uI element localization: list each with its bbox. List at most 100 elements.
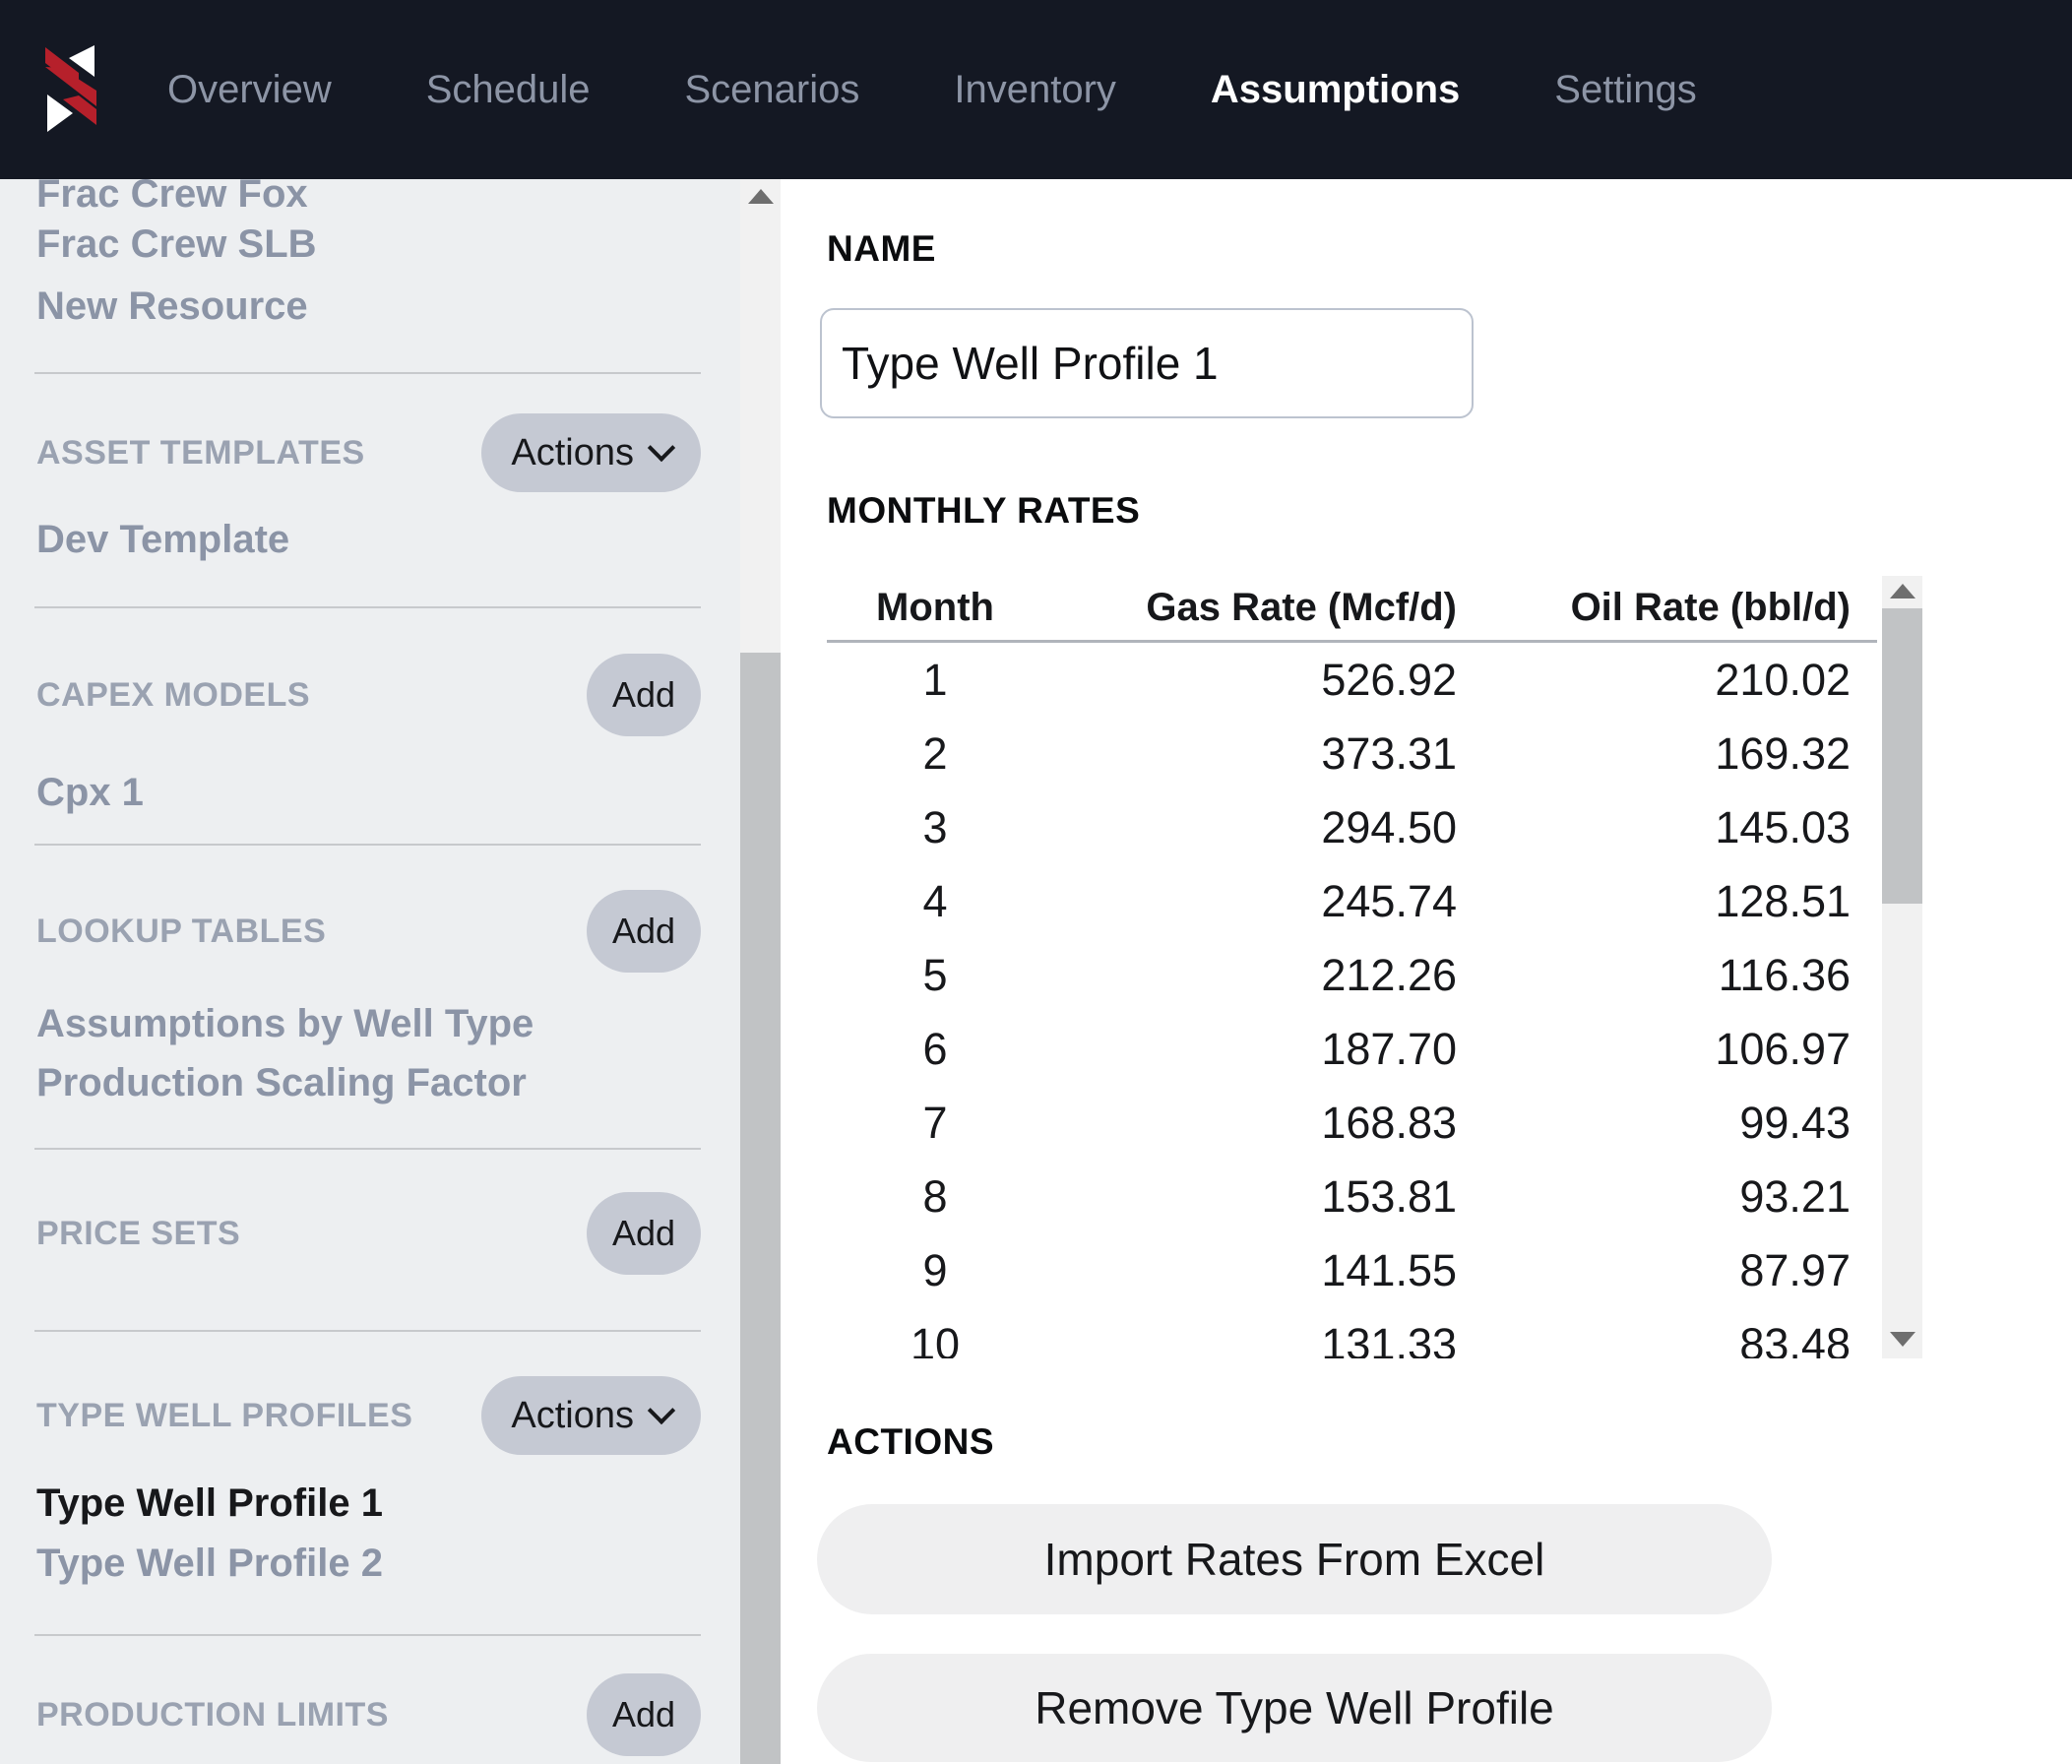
sidebar-scrollbar-thumb[interactable] [740,653,781,1764]
cell-month: 3 [922,801,948,852]
cell-month: 2 [922,727,948,779]
table-row[interactable]: 3 294.50 145.03 [827,790,1877,864]
cell-oil-rate: 145.03 [1715,801,1851,852]
cell-oil-rate: 169.32 [1715,727,1851,779]
section-header-type-well-profiles: TYPE WELL PROFILES [36,1396,413,1434]
nav-tab-schedule[interactable]: Schedule [425,67,591,111]
sidebar-divider [34,1634,701,1636]
table-row[interactable]: 8 153.81 93.21 [827,1160,1877,1233]
cell-gas-rate: 141.55 [1321,1244,1457,1295]
cell-oil-rate: 210.02 [1715,654,1851,705]
section-header-lookup-tables: LOOKUP TABLES [36,912,327,950]
nav-tab-overview[interactable]: Overview [167,67,332,111]
cell-oil-rate: 128.51 [1715,875,1851,926]
cell-oil-rate: 99.43 [1739,1097,1851,1148]
cell-gas-rate: 212.26 [1321,949,1457,1000]
monthly-rates-table: Month Gas Rate (Mcf/d) Oil Rate (bbl/d) … [827,576,1922,1358]
nav-tab-inventory[interactable]: Inventory [954,67,1116,111]
actions-label: ACTIONS [827,1421,994,1462]
cell-month: 1 [922,654,948,705]
section-header-price-sets: PRICE SETS [36,1214,241,1252]
cell-month: 7 [922,1097,948,1148]
table-row[interactable]: 2 373.31 169.32 [827,717,1877,790]
cell-month: 9 [922,1244,948,1295]
monthly-rates-label: MONTHLY RATES [827,490,1141,531]
table-row[interactable]: 10 131.33 83.48 [827,1307,1877,1359]
actions-button-label: Actions [511,431,634,473]
scroll-up-icon[interactable] [1889,584,1915,598]
cell-month: 8 [922,1170,948,1222]
header-divider [827,640,1877,643]
nav-tab-scenarios[interactable]: Scenarios [684,67,860,111]
nav-tab-settings[interactable]: Settings [1554,67,1697,111]
section-production-limits: PRODUCTION LIMITS Add [36,1673,701,1756]
cell-gas-rate: 294.50 [1321,801,1457,852]
name-label: NAME [827,228,936,269]
col-header-month: Month [876,586,994,629]
table-row[interactable]: 5 212.26 116.36 [827,938,1877,1012]
sidebar-item-production-scaling-factor[interactable]: Production Scaling Factor [36,1060,527,1104]
table-row[interactable]: 6 187.70 106.97 [827,1012,1877,1086]
table-row[interactable]: 9 141.55 87.97 [827,1233,1877,1307]
cell-gas-rate: 153.81 [1321,1170,1457,1222]
section-header-capex-models: CAPEX MODELS [36,675,311,714]
cell-month: 10 [910,1318,961,1359]
chevron-down-icon [647,433,676,463]
table-row[interactable]: 7 168.83 99.43 [827,1086,1877,1160]
section-capex-models: CAPEX MODELS Add [36,654,701,736]
chevron-down-icon [647,1396,676,1425]
section-header-production-limits: PRODUCTION LIMITS [36,1695,389,1733]
cell-gas-rate: 131.33 [1321,1318,1457,1359]
capex-models-add-button[interactable]: Add [586,654,701,736]
cell-oil-rate: 106.97 [1715,1023,1851,1074]
name-input[interactable] [820,308,1474,418]
sidebar-divider [34,844,701,846]
sidebar-item-cpx-1[interactable]: Cpx 1 [36,770,144,814]
app-logo-icon [45,45,96,132]
cell-gas-rate: 373.31 [1321,727,1457,779]
asset-templates-actions-button[interactable]: Actions [481,413,701,492]
cell-month: 4 [922,875,948,926]
sidebar-divider [34,1148,701,1150]
import-rates-from-excel-button[interactable]: Import Rates From Excel [817,1504,1772,1614]
rates-grid: Month Gas Rate (Mcf/d) Oil Rate (bbl/d) … [827,576,1877,1358]
cell-oil-rate: 87.97 [1739,1244,1851,1295]
section-price-sets: PRICE SETS Add [36,1192,701,1275]
cell-month: 5 [922,949,948,1000]
sidebar-item-frac-crew-slb[interactable]: Frac Crew SLB [36,221,317,266]
table-scrollbar-thumb[interactable] [1882,608,1922,904]
sidebar: Frac Crew Fox Frac Crew SLB New Resource… [0,179,740,1764]
type-well-profiles-actions-button[interactable]: Actions [481,1376,701,1455]
table-row[interactable]: 4 245.74 128.51 [827,864,1877,938]
cell-gas-rate: 187.70 [1321,1023,1457,1074]
remove-type-well-profile-button[interactable]: Remove Type Well Profile [817,1654,1772,1762]
scroll-down-icon[interactable] [1889,1332,1915,1347]
section-lookup-tables: LOOKUP TABLES Add [36,890,701,973]
cell-oil-rate: 83.48 [1739,1318,1851,1359]
sidebar-divider [34,606,701,608]
sidebar-item-frac-crew-fox[interactable]: Frac Crew Fox [36,179,308,216]
price-sets-add-button[interactable]: Add [586,1192,701,1275]
actions-button-label: Actions [511,1394,634,1436]
cell-gas-rate: 245.74 [1321,875,1457,926]
section-header-asset-templates: ASSET TEMPLATES [36,433,365,472]
col-header-oil-rate: Oil Rate (bbl/d) [1570,586,1851,629]
table-header-row: Month Gas Rate (Mcf/d) Oil Rate (bbl/d) [827,576,1877,640]
production-limits-add-button[interactable]: Add [586,1673,701,1756]
sidebar-item-new-resource[interactable]: New Resource [36,284,308,328]
scroll-up-icon[interactable] [747,189,774,204]
nav-tab-assumptions[interactable]: Assumptions [1210,67,1461,111]
sidebar-scrollbar[interactable] [740,179,781,1764]
cell-gas-rate: 526.92 [1321,654,1457,705]
sidebar-item-dev-template[interactable]: Dev Template [36,517,290,561]
table-row[interactable]: 1 526.92 210.02 [827,643,1877,717]
sidebar-item-assumptions-by-well-type[interactable]: Assumptions by Well Type [36,1001,534,1045]
sidebar-item-type-well-profile-1[interactable]: Type Well Profile 1 [36,1480,383,1525]
cell-oil-rate: 116.36 [1718,949,1851,1000]
lookup-tables-add-button[interactable]: Add [586,890,701,973]
top-nav: Overview Schedule Scenarios Inventory As… [0,0,2072,179]
table-scrollbar[interactable] [1882,576,1922,1358]
main-content: NAME MONTHLY RATES Month Gas Rate (Mcf/d… [781,179,2072,1764]
col-header-gas-rate: Gas Rate (Mcf/d) [1146,586,1457,629]
sidebar-item-type-well-profile-2[interactable]: Type Well Profile 2 [36,1541,383,1585]
